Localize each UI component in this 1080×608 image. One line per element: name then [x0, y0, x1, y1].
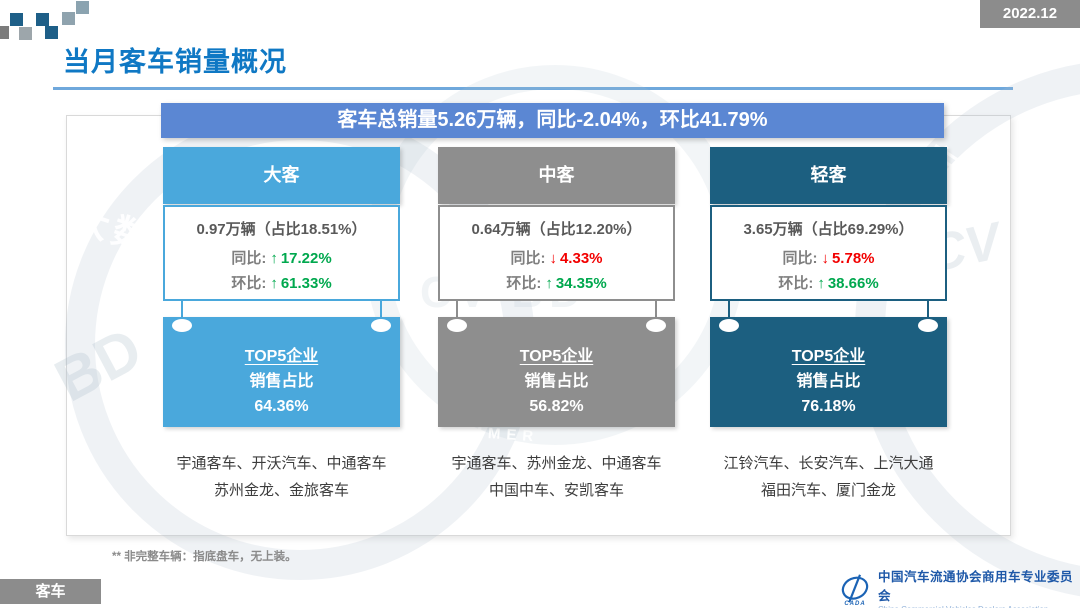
segment-header: 大客 [163, 147, 400, 204]
footnote: ** 非完整车辆：指底盘车，无上装。 [112, 551, 297, 563]
company-line: 宇通客车、开沃汽车、中通客车 [176, 455, 387, 472]
yoy-value: 5.78% [831, 250, 875, 267]
up-arrow-icon: ↑ [270, 275, 278, 292]
checker-square [10, 13, 23, 26]
connector-line [456, 301, 458, 325]
top5-share-box: TOP5企业 销售占比 56.82% [438, 317, 675, 427]
yoy-line: 同比: ↑ 17.22% [165, 246, 398, 271]
checker-square [19, 27, 32, 40]
association-name: 中国汽车流通协会商用车专业委员会 China Commercial Vehicl… [878, 566, 1080, 608]
pin-oval-icon [646, 319, 666, 332]
top5-company-list: 江铃汽车、长安汽车、上汽大通 福田汽车、厦门金龙 [696, 450, 961, 504]
checker-square [0, 26, 9, 39]
pin-oval-icon [719, 319, 739, 332]
association-logo: CADA 中国汽车流通协会商用车专业委员会 China Commercial V… [838, 566, 1080, 608]
association-emblem-icon: CADA [838, 573, 872, 607]
down-arrow-icon: ↓ [821, 250, 829, 267]
top5-company-list: 宇通客车、苏州金龙、中通客车 中国中车、安凯客车 [424, 450, 689, 504]
down-arrow-icon: ↓ [549, 250, 557, 267]
mom-label: 环比: [231, 275, 267, 292]
segment-header: 轻客 [710, 147, 947, 204]
segment-column-light-bus: 轻客 3.65万辆（占比69.29%） 同比: ↓ 5.78% 环比: ↑ 38.66%… [710, 147, 947, 527]
volume-share-text: 0.64万辆（占比12.20%） [471, 221, 642, 238]
top5-subtitle: 销售占比 [796, 373, 861, 390]
tab-bus[interactable]: 客车 [0, 579, 101, 604]
mom-label: 环比: [506, 275, 542, 292]
summary-banner: 客车总销量5.26万辆，同比-2.04%，环比41.79% [161, 103, 944, 138]
pin-oval-icon [172, 319, 192, 332]
checker-square [36, 13, 49, 26]
segment-column-medium-bus: 中客 0.64万辆（占比12.20%） 同比: ↓ 4.33% 环比: ↑ 34.35%… [438, 147, 675, 527]
company-line: 江铃汽车、长安汽车、上汽大通 [723, 455, 934, 472]
mom-line: 环比: ↑ 34.35% [440, 271, 673, 296]
mom-value: 61.33% [280, 275, 332, 292]
top5-share-box: TOP5企业 销售占比 64.36% [163, 317, 400, 427]
top5-subtitle: 销售占比 [249, 373, 314, 390]
top5-title: TOP5企业 [244, 348, 319, 365]
mom-value: 34.35% [555, 275, 607, 292]
connector-line [380, 301, 382, 325]
segment-stats-box: 0.97万辆（占比18.51%） 同比: ↑ 17.22% 环比: ↑ 61.33% [163, 205, 400, 301]
top5-title: TOP5企业 [791, 348, 866, 365]
date-badge: 2022.12 [980, 0, 1080, 28]
association-acronym: CADA [844, 600, 866, 607]
volume-share-text: 0.97万辆（占比18.51%） [196, 221, 367, 238]
association-name-en: China Commercial Vehicles Dealers Associ… [878, 605, 1080, 608]
segment-stats-box: 3.65万辆（占比69.29%） 同比: ↓ 5.78% 环比: ↑ 38.66% [710, 205, 947, 301]
yoy-label: 同比: [782, 250, 818, 267]
mom-line: 环比: ↑ 38.66% [712, 271, 945, 296]
company-line: 宇通客车、苏州金龙、中通客车 [451, 455, 662, 472]
top5-value: 64.36% [254, 398, 309, 415]
segment-header: 中客 [438, 147, 675, 204]
connector-line [728, 301, 730, 325]
volume-share-text: 3.65万辆（占比69.29%） [743, 221, 914, 238]
pin-oval-icon [918, 319, 938, 332]
association-name-cn: 中国汽车流通协会商用车专业委员会 [878, 570, 1074, 603]
yoy-label: 同比: [510, 250, 546, 267]
mom-value: 38.66% [827, 275, 879, 292]
connector-line [655, 301, 657, 325]
top5-company-list: 宇通客车、开沃汽车、中通客车 苏州金龙、金旅客车 [149, 450, 414, 504]
top5-share-box: TOP5企业 销售占比 76.18% [710, 317, 947, 427]
pin-oval-icon [371, 319, 391, 332]
up-arrow-icon: ↑ [545, 275, 553, 292]
company-line: 苏州金龙、金旅客车 [213, 482, 349, 499]
top5-subtitle: 销售占比 [524, 373, 589, 390]
page-title: 当月客车销量概况 [63, 47, 287, 77]
checker-square [45, 26, 58, 39]
company-line: 中国中车、安凯客车 [488, 482, 624, 499]
up-arrow-icon: ↑ [270, 250, 278, 267]
connector-line [181, 301, 183, 325]
title-underline [53, 87, 1013, 90]
top5-value: 76.18% [801, 398, 856, 415]
segment-column-large-bus: 大客 0.97万辆（占比18.51%） 同比: ↑ 17.22% 环比: ↑ 61.33… [163, 147, 400, 527]
mom-line: 环比: ↑ 61.33% [165, 271, 398, 296]
checker-square [62, 12, 75, 25]
up-arrow-icon: ↑ [817, 275, 825, 292]
yoy-line: 同比: ↓ 5.78% [712, 246, 945, 271]
pin-oval-icon [447, 319, 467, 332]
company-line: 福田汽车、厦门金龙 [760, 482, 896, 499]
yoy-label: 同比: [231, 250, 267, 267]
segment-stats-box: 0.64万辆（占比12.20%） 同比: ↓ 4.33% 环比: ↑ 34.35% [438, 205, 675, 301]
connector-line [927, 301, 929, 325]
top5-title: TOP5企业 [519, 348, 594, 365]
yoy-value: 4.33% [559, 250, 603, 267]
yoy-value: 17.22% [280, 250, 332, 267]
mom-label: 环比: [778, 275, 814, 292]
top5-value: 56.82% [529, 398, 584, 415]
checker-square [76, 1, 89, 14]
yoy-line: 同比: ↓ 4.33% [440, 246, 673, 271]
